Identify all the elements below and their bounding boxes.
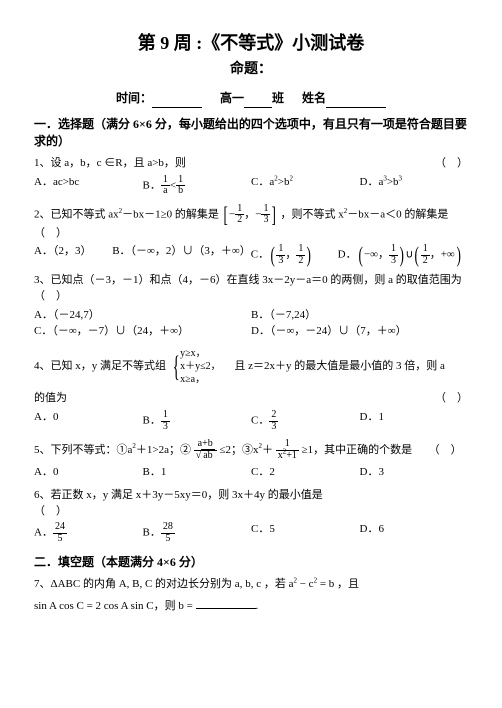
page-title: 第 9 周 :《不等式》小测试卷 — [34, 30, 468, 56]
name-blank[interactable] — [326, 94, 386, 108]
q2-opt-c[interactable]: C．(13，12) — [251, 244, 338, 266]
q4-opt-c[interactable]: C．23 — [251, 410, 360, 432]
q5-opt-d[interactable]: D．3 — [360, 465, 469, 481]
q2-options: A．（2，3） B．（－∞，2）∪（3，＋∞） C．(13，12) D．(−∞，… — [34, 244, 468, 266]
q2-opt-b[interactable]: B．（－∞，2）∪（3，＋∞） — [112, 244, 251, 266]
q3-opt-c[interactable]: C．（－∞，－7）∪（24，＋∞） — [34, 324, 251, 340]
q3: 3、已知点（－3，－1）和点（4，－6）在直线 3x－2y－a＝0 的两侧，则 … — [34, 273, 468, 305]
q3-opt-d[interactable]: D．（－∞，－24）∪（7，＋∞） — [251, 324, 468, 340]
q2: 2、已知不等式 ax2－bx－1≥0 的解集是 [−12，−13] ，则不等式 … — [34, 204, 468, 242]
q1-text: 1、设 a，b，c ∈R，且 a>b，则 — [34, 157, 186, 169]
q5: 5、下列不等式：①a2＋1>2a；② a+bab ≤2；③x2＋ 1x2+1 ≥… — [34, 439, 468, 462]
q6-opt-d[interactable]: D．6 — [360, 522, 469, 544]
q4-opt-b[interactable]: B．13 — [143, 410, 252, 432]
q6-opt-a[interactable]: A．245 — [34, 522, 143, 544]
class-prefix: 高一 — [220, 91, 244, 105]
q1-opt-d[interactable]: D．a3>b3 — [360, 175, 469, 197]
section-2-title: 二．填空题（本题满分 4×6 分） — [34, 554, 468, 571]
time-label: 时间： — [116, 91, 152, 105]
q1-opt-c[interactable]: C．a2>b2 — [251, 175, 360, 197]
q1-opt-b[interactable]: B．1a<1b — [143, 175, 252, 197]
q4: 4、已知 x，y 满足不等式组 { y≥x， x＋y≤2， x≥a， 且 z＝2… — [34, 347, 468, 386]
q1-opt-a[interactable]: A．ac>bc — [34, 175, 143, 197]
q4-options: A．0 B．13 C．23 D．1 — [34, 410, 468, 432]
q1-options: A．ac>bc B．1a<1b C．a2>b2 D．a3>b3 — [34, 175, 468, 197]
time-blank[interactable] — [152, 94, 202, 108]
q3-opt-a[interactable]: A．（－24,7） — [34, 308, 251, 324]
q4-line2: 的值为（ ） — [34, 391, 468, 407]
q4-opt-d[interactable]: D．1 — [360, 410, 469, 432]
q4-opt-a[interactable]: A．0 — [34, 410, 143, 432]
section-1-title: 一．选择题（满分 6×6 分，每小题给出的四个选项中，有且只有一项是符合题目要求… — [34, 116, 468, 151]
q6-opt-b[interactable]: B．285 — [143, 522, 252, 544]
q3-opt-b[interactable]: B．（－7,24） — [251, 308, 468, 324]
q6-opt-c[interactable]: C．5 — [251, 522, 360, 544]
q5-opt-a[interactable]: A．0 — [34, 465, 143, 481]
q2-opt-a[interactable]: A．（2，3） — [34, 244, 112, 266]
q3-options: A．（－24,7） B．（－7,24） C．（－∞，－7）∪（24，＋∞） D．… — [34, 308, 468, 340]
q2-opt-d[interactable]: D．(−∞，13)∪(12，+∞) — [338, 244, 468, 266]
q7: 7、ΔABC 的内角 A, B, C 的对边长分别为 a, b, c ，若 a2… — [34, 577, 468, 593]
q5-opt-c[interactable]: C．2 — [251, 465, 360, 481]
q5-opt-b[interactable]: B．1 — [143, 465, 252, 481]
q6: 6、若正数 x，y 满足 x＋3y－5xy＝0，则 3x＋4y 的最小值是 （ … — [34, 488, 468, 520]
info-row: 时间： 高一 班 姓名 — [34, 90, 468, 107]
q6-options: A．245 B．285 C．5 D．6 — [34, 522, 468, 544]
subtitle: 命题： — [34, 60, 468, 80]
class-blank[interactable] — [244, 94, 272, 108]
class-suffix: 班 — [272, 91, 284, 105]
q7-blank[interactable] — [196, 598, 256, 609]
q7-line2: sin A cos C = 2 cos A sin C，则 b = . — [34, 598, 468, 615]
q5-options: A．0 B．1 C．2 D．3 — [34, 465, 468, 481]
name-label: 姓名 — [302, 91, 326, 105]
q1: 1、设 a，b，c ∈R，且 a>b，则（ ） — [34, 156, 468, 172]
